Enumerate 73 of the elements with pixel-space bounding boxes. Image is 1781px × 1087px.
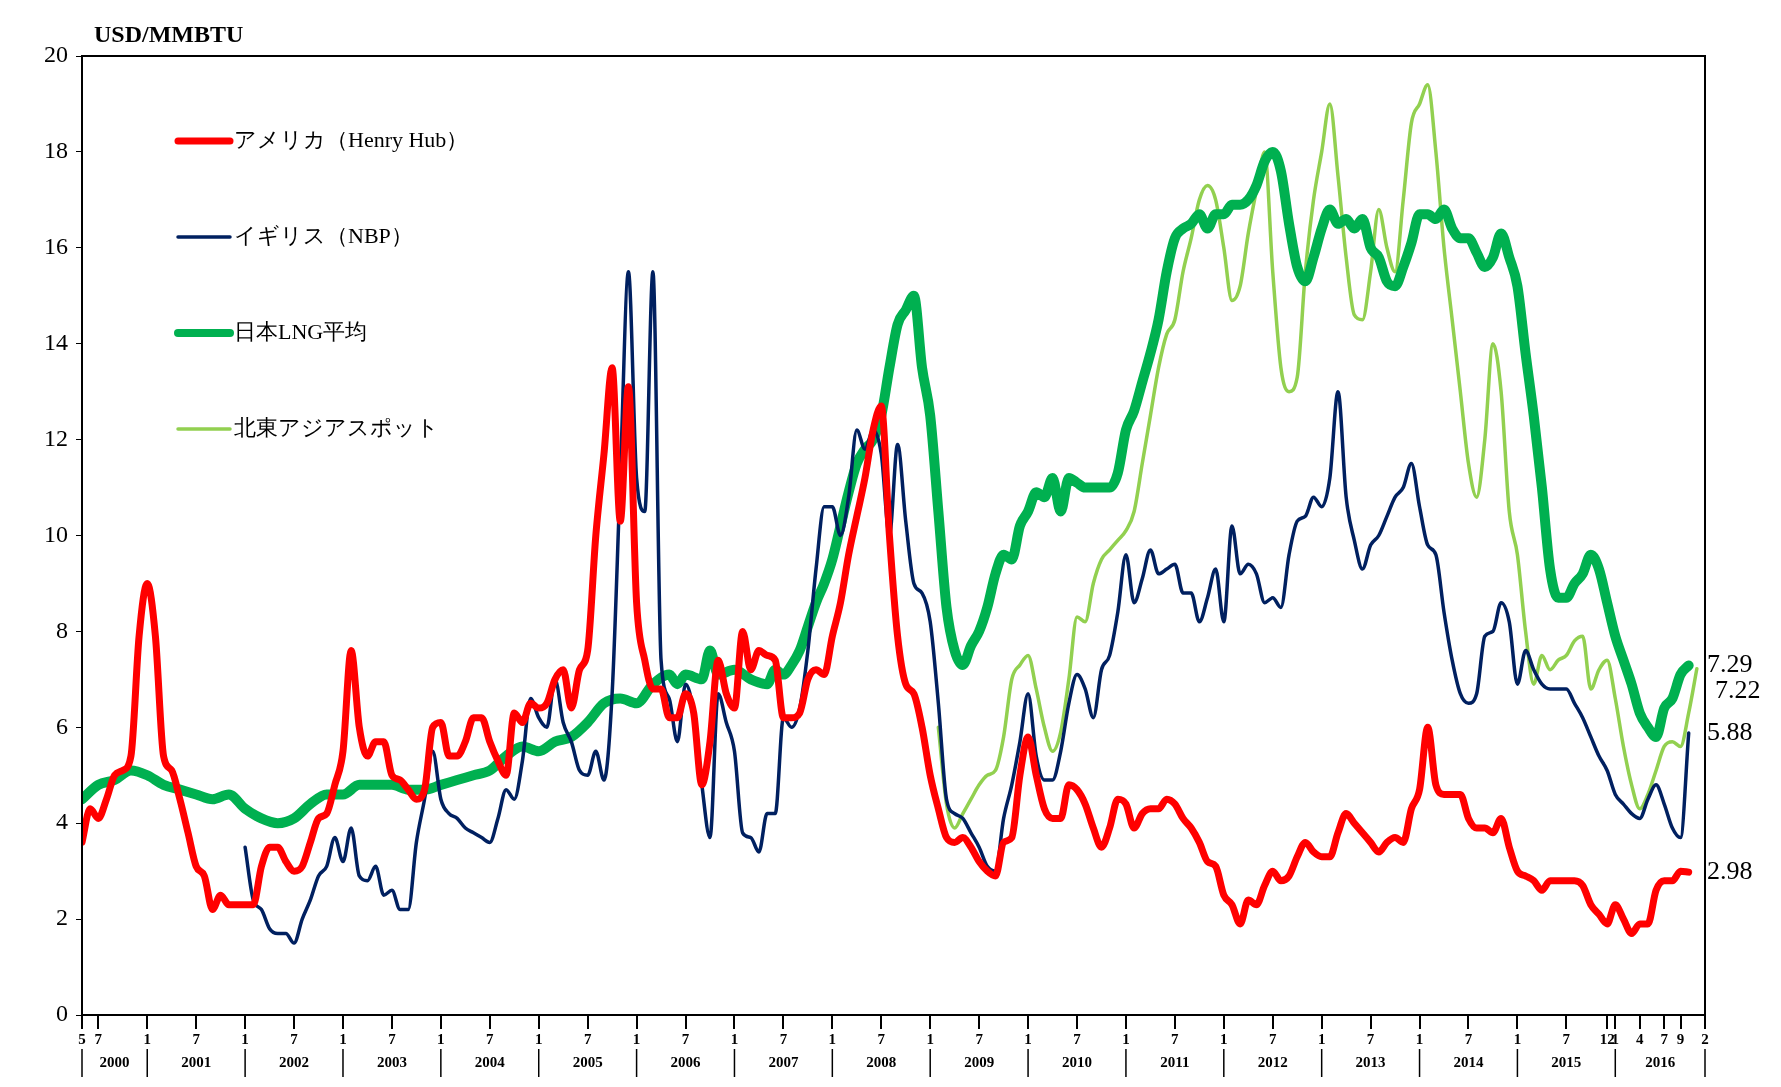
x-tick-label: 7 bbox=[1562, 1030, 1571, 1047]
y-tick-label: 18 bbox=[44, 137, 68, 164]
x-tick-label: 7 bbox=[1660, 1030, 1669, 1047]
x-tick-label: 1 bbox=[241, 1030, 249, 1047]
y-axis-title: USD/MMBTU bbox=[94, 21, 244, 48]
text: 2007 bbox=[768, 1053, 799, 1070]
x-tick-label: 1 bbox=[828, 1030, 837, 1047]
legend-label: イギリス（NBP） bbox=[234, 222, 413, 248]
data-label: 5.88 bbox=[1707, 716, 1753, 746]
x-tick-label: 12 bbox=[1599, 1030, 1615, 1047]
y-tick-label: 16 bbox=[44, 233, 68, 260]
text: 2002 bbox=[279, 1053, 310, 1070]
x-tick-label: 7 bbox=[94, 1030, 103, 1047]
text: 2012 bbox=[1257, 1053, 1288, 1070]
text: 2003 bbox=[376, 1053, 407, 1070]
y-tick-label: 12 bbox=[44, 424, 68, 451]
x-tick-label: 4 bbox=[1636, 1030, 1644, 1047]
x-tick-label: 7 bbox=[583, 1030, 592, 1047]
x-tick-label: 1 bbox=[1024, 1030, 1032, 1047]
y-tick-label: 4 bbox=[56, 808, 68, 835]
x-tick-label: 7 bbox=[388, 1030, 397, 1047]
y-tick-label: 10 bbox=[44, 520, 68, 547]
data-label: 2.98 bbox=[1707, 855, 1753, 885]
text: 2000 bbox=[99, 1053, 130, 1070]
x-tick-label: 1 bbox=[1415, 1030, 1424, 1047]
text: 2015 bbox=[1551, 1053, 1582, 1070]
x-tick-label: 1 bbox=[632, 1030, 641, 1047]
x-tick-label: 7 bbox=[290, 1030, 299, 1047]
text: 2004 bbox=[474, 1053, 506, 1070]
x-tick-label: 7 bbox=[1171, 1030, 1180, 1047]
x-tick-label: 1 bbox=[1513, 1030, 1522, 1047]
x-tick-label: 7 bbox=[1073, 1030, 1082, 1047]
x-tick-label: 7 bbox=[1464, 1030, 1473, 1047]
x-tick-label: 7 bbox=[681, 1030, 690, 1047]
y-tick-label: 6 bbox=[56, 712, 68, 739]
text: 2006 bbox=[670, 1053, 702, 1070]
legend-label: アメリカ（Henry Hub） bbox=[234, 126, 469, 152]
legend-label: 日本LNG平均 bbox=[234, 318, 368, 344]
x-tick-label: 7 bbox=[779, 1030, 788, 1047]
y-tick-label: 2 bbox=[56, 904, 68, 931]
x-tick-label: 7 bbox=[1268, 1030, 1277, 1047]
x-tick-label: 7 bbox=[192, 1030, 201, 1047]
x-tick-label: 1 bbox=[339, 1030, 347, 1047]
y-tick-label: 8 bbox=[56, 616, 68, 643]
text: 2005 bbox=[572, 1053, 603, 1070]
text: 2009 bbox=[964, 1053, 995, 1070]
x-tick-label: 1 bbox=[1220, 1030, 1228, 1047]
x-tick-label: 1 bbox=[143, 1030, 151, 1047]
x-tick-label: 1 bbox=[1317, 1030, 1326, 1047]
x-tick-label: 1 bbox=[730, 1030, 739, 1047]
text: 2008 bbox=[866, 1053, 897, 1070]
text: 2001 bbox=[181, 1053, 212, 1070]
y-tick-label: 20 bbox=[44, 41, 68, 68]
x-tick-label: 2 bbox=[1701, 1030, 1709, 1047]
x-tick-label: 1 bbox=[534, 1030, 543, 1047]
x-tick-label: 1 bbox=[437, 1030, 445, 1047]
y-tick-label: 14 bbox=[44, 329, 68, 355]
x-tick-label: 1 bbox=[1122, 1030, 1130, 1047]
line-series bbox=[936, 83, 1699, 830]
x-tick-label: 7 bbox=[975, 1030, 984, 1047]
x-tick-label: 9 bbox=[1676, 1030, 1685, 1047]
x-tick-label: 1 bbox=[926, 1030, 934, 1047]
text: 2010 bbox=[1062, 1053, 1093, 1070]
x-tick-label: 7 bbox=[486, 1030, 495, 1047]
text: 2011 bbox=[1160, 1053, 1190, 1070]
y-tick-label: 0 bbox=[56, 1000, 68, 1027]
legend-label: 北東アジアスポット bbox=[234, 414, 439, 440]
x-tick-label: 7 bbox=[877, 1030, 886, 1047]
x-tick-label: 5 bbox=[78, 1030, 86, 1047]
text: 2016 bbox=[1645, 1053, 1676, 1070]
text: 2013 bbox=[1355, 1053, 1386, 1070]
x-tick-label: 7 bbox=[1366, 1030, 1375, 1047]
text: 2014 bbox=[1453, 1053, 1484, 1070]
